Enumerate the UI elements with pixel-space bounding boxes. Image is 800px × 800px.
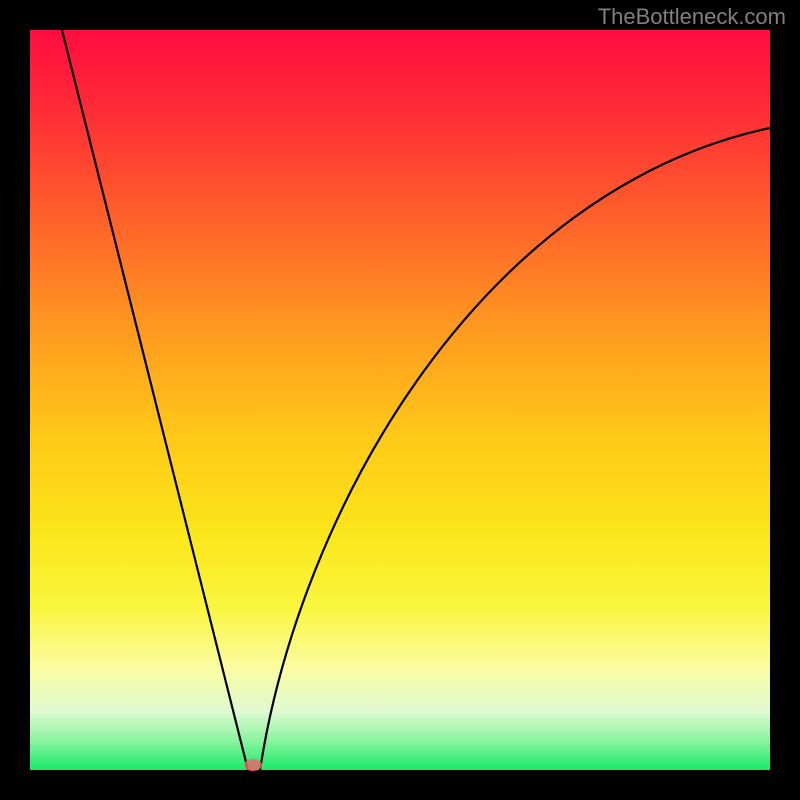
- minimum-marker: [244, 759, 262, 771]
- bottleneck-chart: [0, 0, 800, 800]
- chart-container: TheBottleneck.com: [0, 0, 800, 800]
- plot-background: [30, 30, 770, 770]
- watermark-text: TheBottleneck.com: [598, 4, 786, 30]
